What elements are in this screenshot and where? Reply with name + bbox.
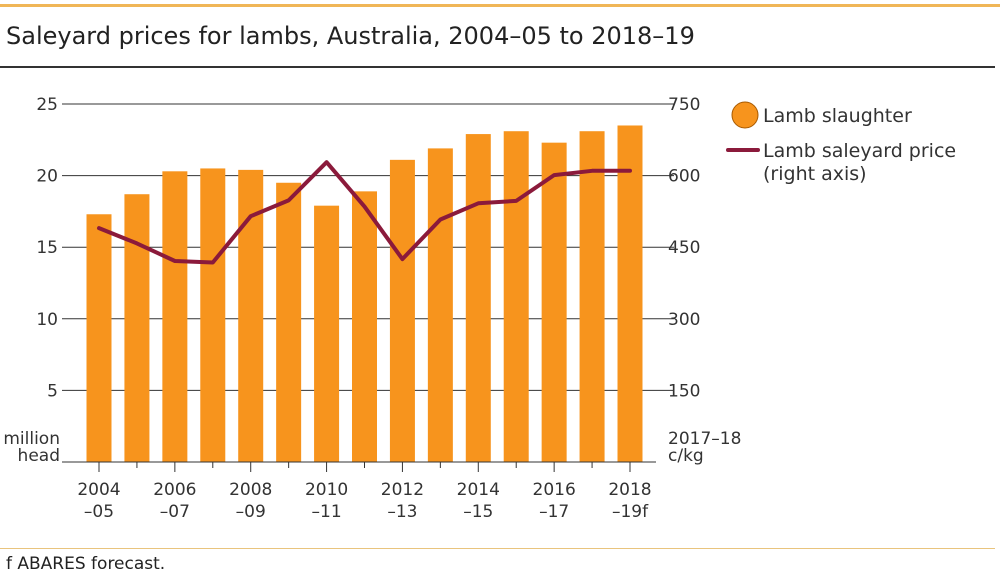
x-tick-label: 2008 bbox=[229, 480, 272, 500]
bar bbox=[276, 182, 302, 462]
bars bbox=[86, 125, 643, 463]
bar bbox=[352, 191, 377, 463]
axes bbox=[62, 461, 656, 472]
price-line-group bbox=[97, 160, 632, 265]
left-axis-unit: head bbox=[18, 446, 60, 466]
right-tick-label: 150 bbox=[668, 381, 700, 401]
x-tick-label: –07 bbox=[160, 502, 190, 522]
legend-label-line: Lamb saleyard price bbox=[763, 140, 956, 162]
bar bbox=[314, 205, 340, 462]
right-axis-unit: 2017–18 bbox=[668, 429, 741, 449]
right-tick-label: 450 bbox=[668, 238, 700, 258]
bar bbox=[124, 194, 150, 462]
bar bbox=[617, 125, 643, 462]
x-tick-label: 2004 bbox=[77, 480, 120, 500]
x-tick-label: –15 bbox=[463, 502, 493, 522]
x-tick-label: 2006 bbox=[153, 480, 196, 500]
legend: Lamb slaughter Lamb saleyard price(right … bbox=[726, 101, 956, 185]
bar bbox=[541, 142, 567, 462]
chart-title: Saleyard prices for lambs, Australia, 20… bbox=[6, 22, 695, 50]
top-rule bbox=[0, 4, 1000, 7]
bar bbox=[162, 171, 188, 462]
x-tick-label: 2010 bbox=[305, 480, 348, 500]
right-tick-label: 300 bbox=[668, 310, 700, 330]
left-axis-unit: million bbox=[3, 429, 60, 449]
left-tick-label: 5 bbox=[47, 381, 58, 401]
left-tick-label: 15 bbox=[36, 238, 58, 258]
price-line bbox=[97, 160, 632, 265]
right-tick-label: 600 bbox=[668, 167, 700, 187]
bar bbox=[200, 168, 226, 462]
left-tick-label: 10 bbox=[36, 310, 58, 330]
right-tick-label: 750 bbox=[668, 95, 700, 115]
x-tick-label: 2018 bbox=[608, 480, 651, 500]
legend-label-line: (right axis) bbox=[763, 163, 867, 185]
x-tick-label: –17 bbox=[539, 502, 569, 522]
bar bbox=[579, 131, 605, 462]
legend-swatch-bars bbox=[731, 101, 759, 129]
x-tick-label: –09 bbox=[236, 502, 266, 522]
right-axis-unit: c/kg bbox=[668, 446, 704, 466]
left-tick-label: 25 bbox=[36, 95, 58, 115]
x-tick-label: 2012 bbox=[381, 480, 424, 500]
title-rule bbox=[0, 66, 995, 68]
bar bbox=[503, 131, 529, 462]
x-tick-label: 2016 bbox=[533, 480, 576, 500]
left-tick-label: 20 bbox=[36, 167, 58, 187]
footer-rule bbox=[0, 548, 995, 549]
x-tick-label: –05 bbox=[84, 502, 114, 522]
legend-label-bars: Lamb slaughter bbox=[763, 105, 912, 127]
x-tick-label: 2014 bbox=[457, 480, 500, 500]
x-tick-label: –11 bbox=[312, 502, 342, 522]
bar bbox=[86, 214, 112, 462]
bar bbox=[389, 159, 415, 462]
bar bbox=[465, 134, 491, 462]
x-tick-label: –13 bbox=[387, 502, 417, 522]
x-tick-label: –19f bbox=[612, 502, 649, 522]
footnote: f ABARES forecast. bbox=[6, 554, 166, 574]
bar bbox=[427, 148, 453, 462]
